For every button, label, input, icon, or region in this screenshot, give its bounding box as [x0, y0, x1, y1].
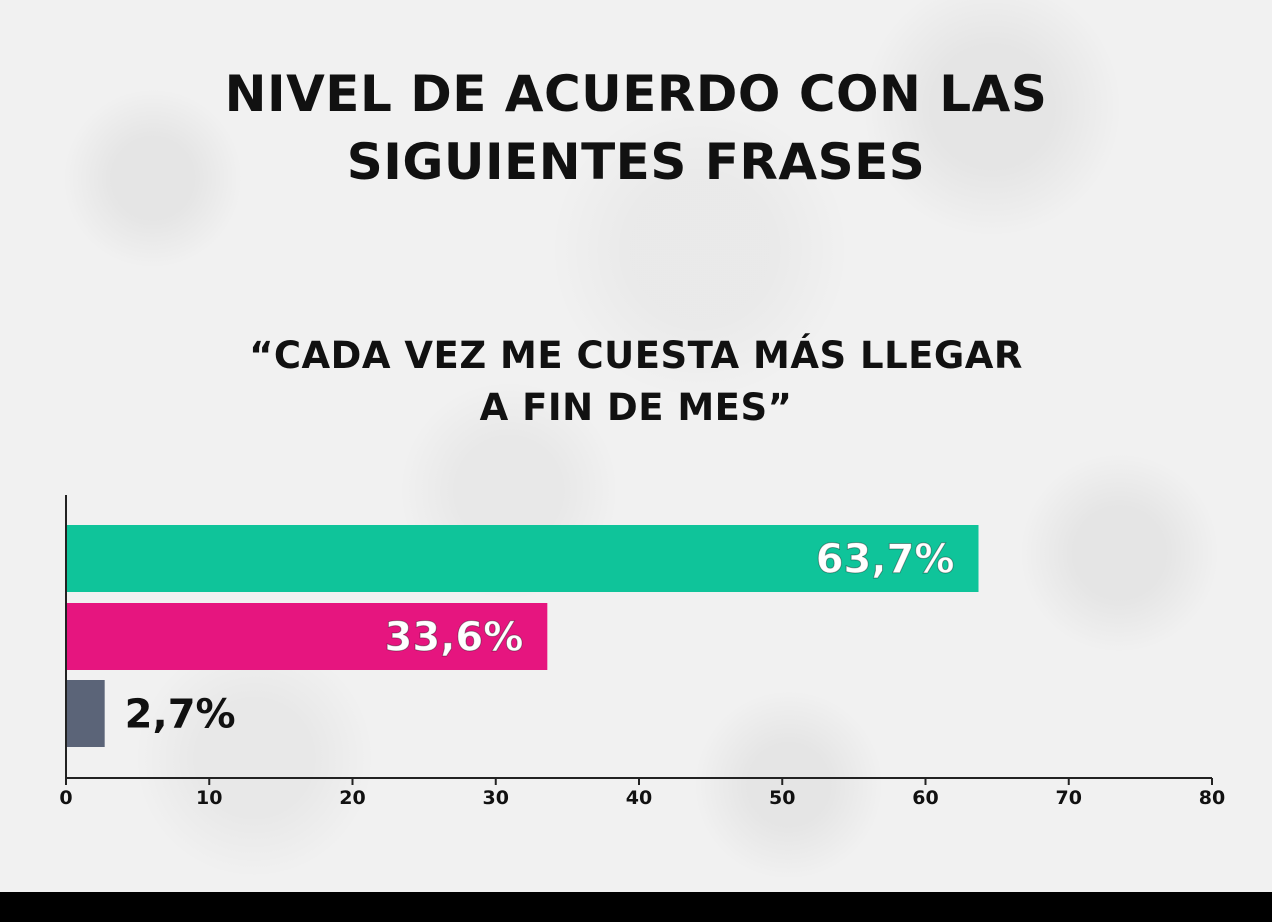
bars-group	[66, 525, 979, 747]
data-label-2: 33,6%	[385, 615, 524, 661]
data-label-3: 2,7%	[125, 692, 236, 738]
x-tick-label-70: 70	[1056, 787, 1082, 809]
chart-title-line-2: SIGUIENTES FRASES	[346, 133, 926, 191]
bar-2	[66, 603, 548, 670]
x-tick-label-30: 30	[483, 787, 509, 809]
x-tick-label-50: 50	[769, 787, 795, 809]
x-tick-label-10: 10	[196, 787, 222, 809]
x-tick-label-60: 60	[912, 787, 938, 809]
x-tick-label-40: 40	[626, 787, 652, 809]
x-tick-label-0: 0	[59, 787, 72, 809]
chart-subtitle-line-2: A FIN DE MES”	[479, 386, 793, 429]
x-tick-label-20: 20	[339, 787, 365, 809]
data-label-1: 63,7%	[816, 537, 955, 583]
bottom-bar	[0, 892, 1272, 922]
axes-group: 0 10 20 30 40 50 60 70 80	[59, 495, 1225, 809]
bar-chart: 63,7% 33,6% 2,7% 0 10 20 30 40 50 60 70 80	[59, 495, 1225, 809]
chart-background	[0, 0, 1272, 892]
data-labels-group: 63,7% 33,6% 2,7%	[125, 536, 955, 738]
bar-3	[66, 680, 105, 747]
chart-title-line-1: NIVEL DE ACUERDO CON LAS	[224, 65, 1048, 123]
x-tick-label-80: 80	[1199, 787, 1225, 809]
chart-subtitle-line-1: “CADA VEZ ME CUESTA MÁS LLEGAR	[249, 334, 1023, 377]
bar-1	[66, 525, 979, 592]
